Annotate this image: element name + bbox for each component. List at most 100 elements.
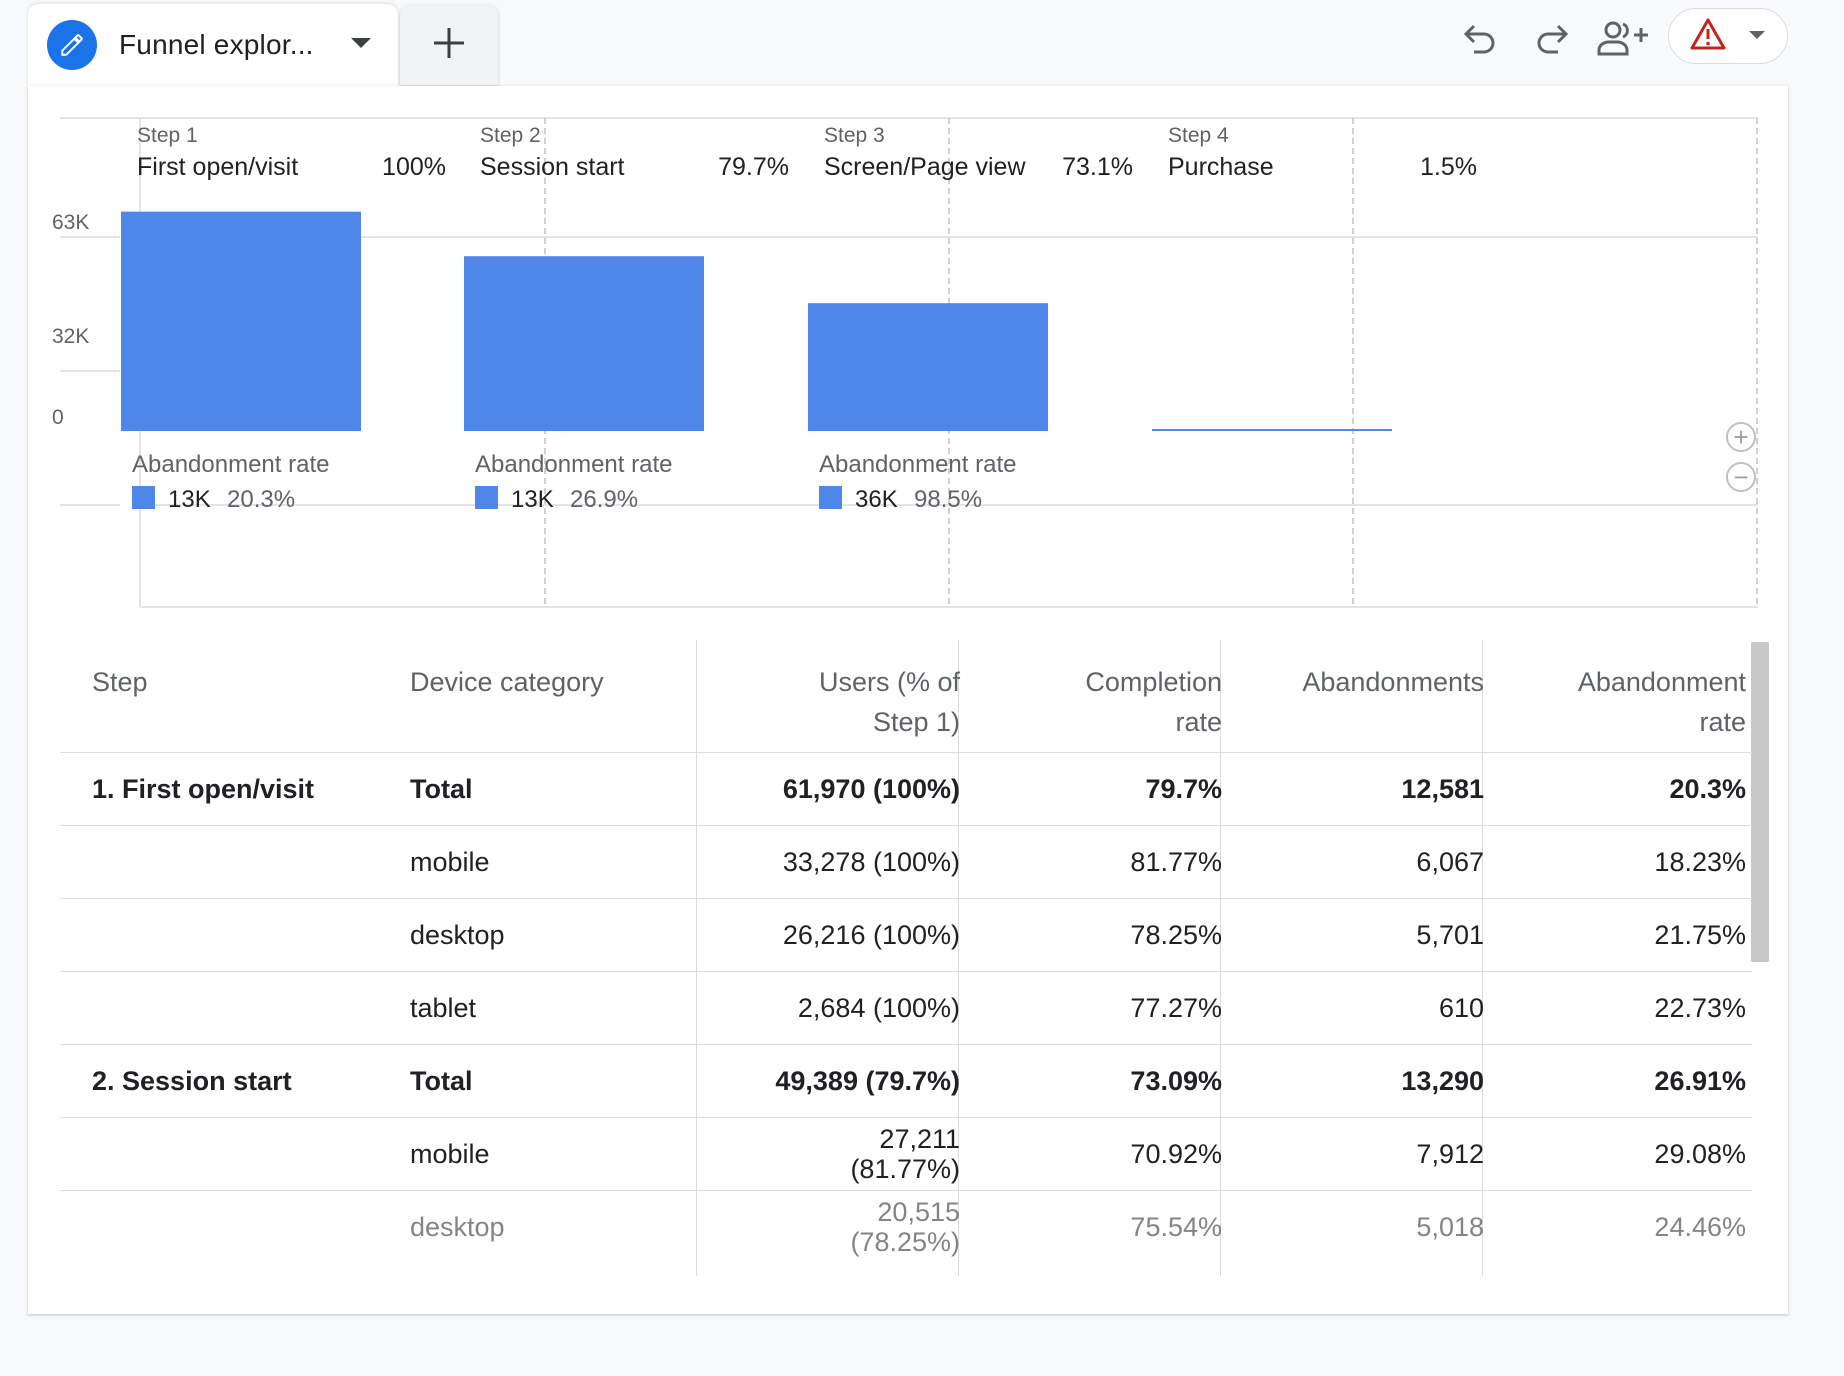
chevron-down-icon[interactable] [350,36,372,55]
abandon-rate-cell: 24.46% [1654,1211,1746,1242]
completion-cell: 78.25% [1130,919,1222,950]
step-name-label: Screen/Page view [824,153,1026,181]
funnel-step[interactable]: Step 2 Session start 79.7% Abandonment rate… [464,124,789,513]
step-percent-label: 100% [382,153,446,181]
y-tick-label: 32K [52,325,89,348]
step-cell: 1. First open/visit [92,773,315,804]
funnel-bar[interactable] [808,303,1048,431]
abandonment-count: 13K [168,486,211,513]
table-row[interactable]: desktop 20,515 (78.25%) 75.54% 5,018 24.4… [60,1191,1752,1263]
tab-title: Funnel explor... [119,29,314,60]
step-number-label: Step 1 [137,124,198,147]
abandonments-cell: 5,018 [1416,1211,1484,1242]
abandon-rate-cell: 18.23% [1654,846,1746,877]
abandonments-cell: 12,581 [1401,773,1484,804]
plus-icon [432,26,466,65]
abandonment-rate-label: Abandonment rate [132,451,329,478]
abandon-rate-cell: 29.08% [1654,1138,1746,1169]
users-count: 27,211 [879,1124,960,1154]
funnel-bar[interactable] [121,211,361,431]
header-completion-rate[interactable]: Completion rate [1085,662,1222,742]
funnel-step[interactable]: Step 4 Purchase 1.5% [1152,124,1477,431]
table-row[interactable]: 2. Session start Total 49,389 (79.7%) 73… [60,1045,1752,1118]
funnel-step[interactable]: Step 3 Screen/Page view 73.1% Abandonment r… [808,124,1133,513]
abandonment-rate-label: Abandonment rate [475,451,672,478]
abandon-rate-cell: 26.91% [1654,1065,1746,1096]
edit-pencil-icon[interactable] [47,20,97,70]
funnel-bar[interactable] [1152,429,1392,431]
abandonment-swatch [475,486,498,509]
redo-icon[interactable] [1530,18,1574,58]
step-number-label: Step 3 [824,124,885,147]
users-percent: (81.77%) [850,1154,960,1184]
header-abandonments[interactable]: Abandonments [1302,667,1484,697]
abandonment-swatch [132,486,155,509]
undo-icon[interactable] [1458,18,1502,58]
header-abandonment-rate[interactable]: Abandonment rate [1578,662,1746,742]
abandonment-rate-value: 98.5% [914,486,982,513]
header-step[interactable]: Step [92,667,148,697]
table-row[interactable]: tablet 2,684 (100%) 77.27% 610 22.73% [60,972,1752,1045]
header-users-line1: Users (% of [818,667,960,697]
header-abandon-rate-line2: rate [1699,707,1746,737]
header-users[interactable]: Users (% of Step 1) [819,662,960,742]
completion-cell: 79.7% [1145,773,1222,804]
zoom-out-icon[interactable]: − [1726,462,1756,492]
header-device-category[interactable]: Device category [410,667,604,697]
users-cell: 20,515 (78.25%) [850,1191,960,1263]
column-separator [1482,640,1483,1276]
abandon-rate-cell: 22.73% [1654,992,1746,1023]
step-name-label: Session start [480,153,625,181]
exploration-tab[interactable]: Funnel explor... [28,4,398,86]
table-row[interactable]: mobile 33,278 (100%) 81.77% 6,067 18.23% [60,826,1752,899]
table-row[interactable]: desktop 26,216 (100%) 78.25% 5,701 21.75… [60,899,1752,972]
abandon-rate-cell: 20.3% [1669,773,1746,804]
users-cell: 49,389 (79.7%) [775,1065,960,1096]
completion-cell: 77.27% [1130,992,1222,1023]
device-cell: desktop [410,1211,505,1242]
abandonment-swatch [819,486,842,509]
device-cell: desktop [410,919,505,950]
device-cell: Total [410,1065,473,1096]
funnel-table: Step Device category Users (% of Step 1)… [60,640,1752,1263]
abandonments-cell: 6,067 [1416,846,1484,877]
completion-cell: 70.92% [1130,1138,1222,1169]
zoom-in-icon[interactable]: + [1726,422,1756,452]
abandonments-cell: 7,912 [1416,1138,1484,1169]
header-completion-line2: rate [1175,707,1222,737]
step-percent-label: 73.1% [1062,153,1133,181]
funnel-chart: 63K 32K 0 Step 1 First open/visit 100% Abando… [52,117,1758,608]
users-cell: 2,684 (100%) [797,992,960,1023]
y-tick-label: 63K [52,211,89,234]
funnel-card: 63K 32K 0 Step 1 First open/visit 100% Abando… [28,86,1788,1314]
funnel-bar[interactable] [464,256,704,431]
step-number-label: Step 4 [1168,124,1229,147]
warning-triangle-icon [1690,18,1726,55]
table-header-row: Step Device category Users (% of Step 1)… [60,640,1752,753]
device-cell: Total [410,773,473,804]
table-row[interactable]: mobile 27,211 (81.77%) 70.92% 7,912 29.08… [60,1118,1752,1191]
abandonment-count: 36K [855,486,898,513]
funnel-step[interactable]: Step 1 First open/visit 100% Abandonment ra… [121,124,446,513]
device-cell: mobile [410,1138,490,1169]
completion-cell: 81.77% [1130,846,1222,877]
table-row[interactable]: 1. First open/visit Total 61,970 (100%) … [60,753,1752,826]
column-separator [958,640,959,1276]
chevron-down-icon [1748,27,1766,45]
header-abandon-rate-line1: Abandonment [1577,667,1746,697]
column-separator [1220,640,1221,1276]
table-scrollbar[interactable] [1751,642,1769,962]
abandonments-cell: 5,701 [1416,919,1484,950]
step-number-label: Step 2 [480,124,541,147]
add-tab-button[interactable] [400,5,498,85]
warning-menu-button[interactable] [1668,8,1788,64]
abandonment-count: 13K [511,486,554,513]
abandonments-cell: 610 [1438,992,1484,1023]
completion-cell: 73.09% [1130,1065,1222,1096]
users-cell: 27,211 (81.77%) [850,1118,960,1190]
step-percent-label: 1.5% [1420,153,1477,181]
users-count: 20,515 [877,1197,960,1227]
users-cell: 33,278 (100%) [782,846,960,877]
header-users-line2: Step 1) [872,707,960,737]
share-users-icon[interactable] [1594,18,1652,58]
